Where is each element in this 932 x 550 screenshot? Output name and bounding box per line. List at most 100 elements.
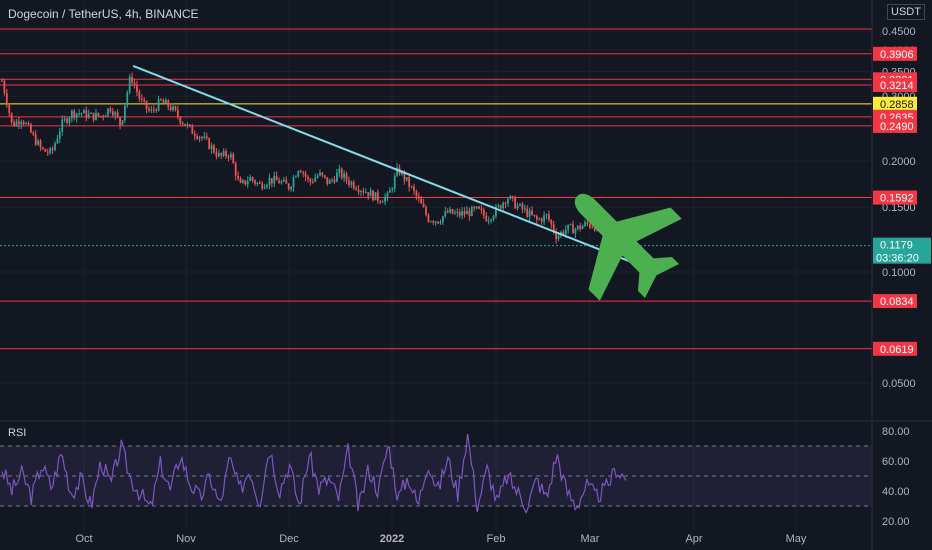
candle-body	[49, 148, 52, 153]
candle-body	[181, 123, 184, 125]
candle-body	[75, 113, 78, 118]
candle-body	[552, 224, 555, 232]
candle-body	[490, 219, 492, 221]
candle-body	[131, 76, 134, 83]
candle-body	[3, 80, 6, 94]
candle-body	[160, 98, 162, 101]
candle-body	[189, 124, 191, 126]
candle-body	[249, 177, 252, 182]
candle-body	[80, 113, 83, 115]
candle-body	[333, 179, 336, 182]
candle-body	[350, 182, 353, 185]
candle-body	[164, 100, 167, 103]
candle-body	[388, 190, 391, 193]
candle-body	[30, 124, 32, 133]
candle-body	[478, 206, 480, 209]
candle-body	[70, 110, 73, 118]
candle-body	[299, 170, 302, 173]
candle-body	[307, 176, 309, 179]
candle-body	[357, 189, 360, 192]
candle-body	[123, 105, 126, 121]
candle-body	[564, 229, 567, 235]
rsi-line	[1, 433, 627, 514]
trendline[interactable]	[132, 65, 650, 270]
airplane-icon[interactable]	[536, 155, 703, 322]
candle-body	[179, 116, 182, 124]
rsi-bands	[0, 445, 872, 507]
candle-body	[494, 206, 497, 217]
candle-body	[278, 180, 280, 184]
candle-body	[162, 100, 165, 103]
candle-body	[379, 201, 382, 203]
candle-body	[287, 183, 290, 190]
candle-body	[487, 220, 490, 222]
candle-body	[246, 181, 249, 185]
candle-body	[90, 112, 93, 114]
candle-body	[295, 176, 297, 178]
candle-body	[405, 177, 408, 181]
candle-body	[266, 184, 268, 188]
candle-body	[364, 192, 367, 194]
candle-body	[497, 205, 500, 207]
candle-body	[99, 115, 102, 117]
candle-body	[507, 198, 509, 204]
candle-body	[535, 216, 538, 220]
candle-body	[410, 186, 413, 188]
candle-body	[85, 109, 88, 118]
level-tag-6: 0.2490	[873, 118, 917, 133]
candle-body	[133, 82, 136, 86]
price-tick-7: 0.0500	[882, 378, 916, 390]
candle-body	[540, 218, 543, 222]
candle-body	[237, 175, 240, 179]
candle-body	[485, 215, 488, 222]
candle-body	[256, 182, 259, 184]
candle-body	[275, 175, 278, 181]
candle-body	[314, 177, 317, 182]
candle-body	[562, 231, 565, 235]
candle-body	[297, 170, 300, 177]
candle-body	[340, 168, 343, 178]
time-tick-5: Mar	[581, 533, 600, 545]
candle-body	[362, 190, 365, 193]
candle-body	[557, 235, 560, 239]
time-axis[interactable]: Oct Nov Dec 2022 Feb Mar Apr May	[75, 533, 806, 545]
candle-body	[576, 225, 579, 230]
candle-body	[186, 124, 189, 126]
candle-body	[420, 198, 423, 204]
candle-body	[285, 179, 288, 184]
candle-body	[203, 136, 206, 138]
candle-body	[444, 211, 447, 217]
candle-body	[148, 108, 150, 111]
candle-body	[343, 173, 346, 178]
candle-body	[150, 109, 153, 111]
candle-body	[360, 190, 362, 192]
candle-body	[309, 178, 312, 182]
candle-body	[538, 218, 541, 220]
price-tick-6: 0.1000	[882, 267, 916, 279]
candle-body	[172, 106, 174, 111]
candle-body	[232, 154, 235, 164]
candle-body	[367, 192, 370, 197]
candle-body	[355, 188, 358, 190]
candle-body	[586, 222, 589, 224]
horizontal-levels	[0, 28, 872, 350]
candle-body	[213, 145, 215, 153]
candle-body	[569, 224, 572, 226]
candle-body	[304, 173, 307, 177]
candle-body	[331, 179, 333, 181]
candle-body	[504, 202, 507, 204]
candle-body	[432, 221, 435, 223]
candle-body	[17, 121, 20, 125]
candle-body	[422, 203, 425, 208]
svg-text:0.1592: 0.1592	[880, 193, 914, 205]
candle-body	[174, 106, 177, 110]
candle-body	[425, 207, 427, 215]
currency-label[interactable]: USDT	[887, 4, 925, 20]
candle-body	[58, 131, 61, 139]
candle-body	[391, 188, 394, 191]
candle-body	[463, 211, 466, 215]
candle-body	[591, 227, 594, 229]
level-tag-8: 0.0834	[873, 294, 917, 309]
candle-body	[273, 175, 276, 184]
